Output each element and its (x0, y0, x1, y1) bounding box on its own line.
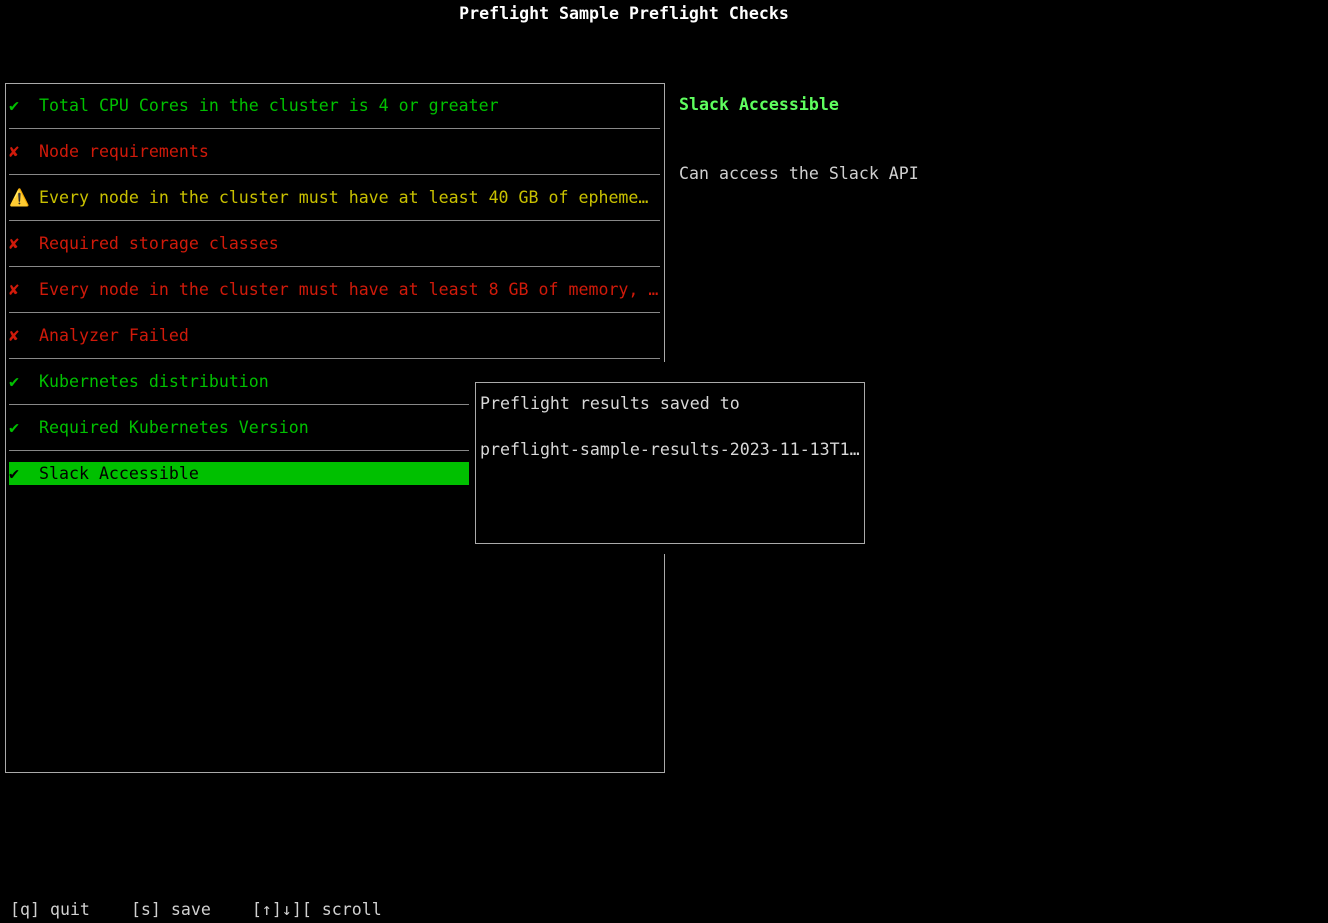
cross-icon: ✘ (9, 234, 19, 253)
check-item[interactable]: ✘ Node requirements (9, 140, 660, 163)
row-divider (9, 358, 660, 359)
row-divider (9, 266, 660, 267)
cross-icon: ✘ (9, 326, 19, 345)
detail-title: Slack Accessible (679, 95, 839, 114)
check-item[interactable]: ✘ Every node in the cluster must have at … (9, 278, 660, 301)
check-label: Required storage classes (39, 234, 279, 253)
warning-icon: ⚠️ (9, 188, 30, 207)
row-divider (9, 220, 660, 221)
check-item[interactable]: ✔ Total CPU Cores in the cluster is 4 or … (9, 94, 660, 117)
check-item[interactable]: ✘ Analyzer Failed (9, 324, 660, 347)
check-label: Kubernetes distribution (39, 372, 269, 391)
check-item[interactable]: ✔ Slack Accessible (9, 462, 469, 485)
row-divider (9, 174, 660, 175)
check-label: Every node in the cluster must have at l… (39, 188, 649, 207)
popup-filename: preflight-sample-results-2023-11-13T1… (480, 440, 860, 459)
check-icon: ✔ (9, 372, 19, 391)
cross-icon: ✘ (9, 142, 19, 161)
check-label: Required Kubernetes Version (39, 418, 309, 437)
check-icon: ✔ (9, 464, 19, 483)
check-item[interactable]: ⚠️ Every node in the cluster must have at… (9, 186, 660, 209)
check-label: Slack Accessible (39, 464, 199, 483)
cross-icon: ✘ (9, 280, 19, 299)
save-hint[interactable]: [s] save (130, 900, 211, 919)
quit-hint[interactable]: [q] quit (10, 900, 90, 919)
check-item[interactable]: ✔ Kubernetes distribution (9, 370, 660, 393)
check-label: Analyzer Failed (39, 326, 189, 345)
checks-list-panel[interactable]: ✔ Total CPU Cores in the cluster is 4 or … (5, 83, 665, 773)
check-icon: ✔ (9, 96, 19, 115)
row-divider (9, 312, 660, 313)
save-results-popup: Preflight results saved to preflight-sam… (475, 382, 865, 544)
check-item[interactable]: ✔ Required Kubernetes Version (9, 416, 660, 439)
row-divider (9, 128, 660, 129)
check-icon: ✔ (9, 418, 19, 437)
popup-message: Preflight results saved to (480, 394, 740, 413)
check-label: Total CPU Cores in the cluster is 4 or g… (39, 96, 499, 115)
row-divider (9, 450, 660, 451)
detail-description: Can access the Slack API (679, 164, 919, 183)
app-title: Preflight Sample Preflight Checks (459, 4, 789, 23)
key-hints: [q] quit [s] save [↑]↓][ scroll (10, 898, 423, 921)
check-item[interactable]: ✘ Required storage classes (9, 232, 660, 255)
check-label: Every node in the cluster must have at l… (39, 280, 659, 299)
scroll-hint[interactable]: [↑]↓][ scroll (251, 900, 382, 919)
row-divider (9, 404, 660, 405)
check-label: Node requirements (39, 142, 209, 161)
